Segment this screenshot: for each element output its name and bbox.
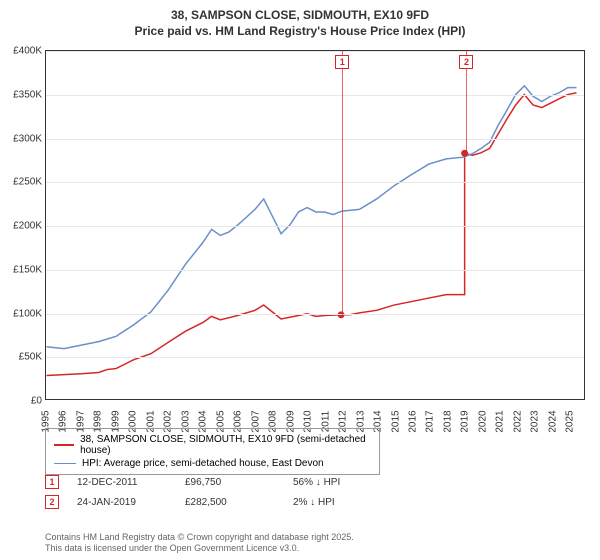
x-axis-label: 2024 <box>547 407 558 437</box>
footer-attribution: Contains HM Land Registry data © Crown c… <box>45 532 354 554</box>
x-axis-label: 2016 <box>407 407 418 437</box>
plot-area: £0£50K£100K£150K£200K£250K£300K£350K£400… <box>45 50 585 400</box>
gridline-h <box>46 357 584 358</box>
transaction-price: £282,500 <box>185 497 275 508</box>
marker-line <box>342 51 343 316</box>
footer-line-2: This data is licensed under the Open Gov… <box>45 543 354 554</box>
transaction-diff: 2% ↓ HPI <box>293 497 383 508</box>
y-axis-label: £100K <box>4 308 42 319</box>
y-axis-label: £50K <box>4 352 42 363</box>
marker-dot <box>338 311 345 318</box>
transaction-row: 2 24-JAN-2019 £282,500 2% ↓ HPI <box>45 492 383 512</box>
transaction-badge: 2 <box>45 495 59 509</box>
transaction-table: 1 12-DEC-2011 £96,750 56% ↓ HPI 2 24-JAN-2019… <box>45 472 383 512</box>
y-axis-label: £200K <box>4 221 42 232</box>
title-line-2: Price paid vs. HM Land Registry's House … <box>0 24 600 40</box>
chart-svg <box>46 51 584 399</box>
legend-swatch <box>54 463 76 465</box>
y-axis-label: £350K <box>4 89 42 100</box>
gridline-h <box>46 139 584 140</box>
gridline-h <box>46 51 584 52</box>
legend-label: 38, SAMPSON CLOSE, SIDMOUTH, EX10 9FD (s… <box>80 434 371 456</box>
transaction-price: £96,750 <box>185 477 275 488</box>
x-axis-label: 2020 <box>477 407 488 437</box>
chart-container: 38, SAMPSON CLOSE, SIDMOUTH, EX10 9FD Pr… <box>0 0 600 560</box>
legend-item: 38, SAMPSON CLOSE, SIDMOUTH, EX10 9FD (s… <box>54 433 371 457</box>
y-axis-label: £0 <box>4 396 42 407</box>
transaction-row: 1 12-DEC-2011 £96,750 56% ↓ HPI <box>45 472 383 492</box>
series-line <box>47 86 577 349</box>
y-axis-label: £300K <box>4 133 42 144</box>
marker-badge: 1 <box>335 55 349 69</box>
x-axis-label: 2018 <box>442 407 453 437</box>
gridline-h <box>46 182 584 183</box>
y-axis-label: £250K <box>4 177 42 188</box>
title-line-1: 38, SAMPSON CLOSE, SIDMOUTH, EX10 9FD <box>0 8 600 24</box>
x-axis-label: 2023 <box>530 407 541 437</box>
gridline-h <box>46 226 584 227</box>
marker-badge: 2 <box>459 55 473 69</box>
transaction-diff: 56% ↓ HPI <box>293 477 383 488</box>
legend: 38, SAMPSON CLOSE, SIDMOUTH, EX10 9FD (s… <box>45 428 380 475</box>
legend-swatch <box>54 444 74 446</box>
y-axis-label: £150K <box>4 264 42 275</box>
x-axis-label: 2022 <box>512 407 523 437</box>
x-axis-label: 2017 <box>425 407 436 437</box>
gridline-h <box>46 95 584 96</box>
x-axis-label: 2025 <box>565 407 576 437</box>
legend-label: HPI: Average price, semi-detached house,… <box>82 458 324 469</box>
transaction-badge: 1 <box>45 475 59 489</box>
chart-title: 38, SAMPSON CLOSE, SIDMOUTH, EX10 9FD Pr… <box>0 0 600 39</box>
y-axis-label: £400K <box>4 46 42 57</box>
x-axis-label: 2015 <box>390 407 401 437</box>
series-line <box>47 93 577 376</box>
x-axis-label: 2021 <box>495 407 506 437</box>
footer-line-1: Contains HM Land Registry data © Crown c… <box>45 532 354 543</box>
transaction-date: 24-JAN-2019 <box>77 497 167 508</box>
gridline-h <box>46 270 584 271</box>
transaction-date: 12-DEC-2011 <box>77 477 167 488</box>
x-axis-label: 2019 <box>460 407 471 437</box>
gridline-h <box>46 314 584 315</box>
legend-item: HPI: Average price, semi-detached house,… <box>54 457 371 470</box>
